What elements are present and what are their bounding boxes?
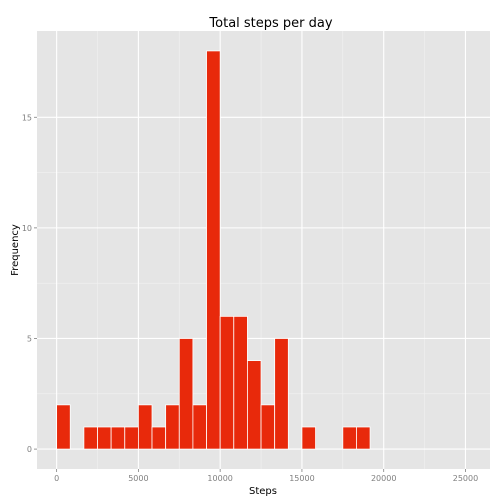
y-tick-label: 15 — [22, 113, 32, 122]
minor-gridlines — [37, 31, 490, 469]
x-tick-label: 5000 — [128, 474, 148, 483]
histogram-bar — [356, 426, 371, 450]
histogram-bar — [274, 338, 289, 450]
y-tick-label: 5 — [27, 334, 32, 343]
y-tick-label: 10 — [22, 224, 32, 233]
x-tick-label: 0 — [54, 474, 59, 483]
histogram-bar — [260, 404, 276, 450]
chart-title: Total steps per day — [208, 16, 332, 31]
y-axis-label: Frequency — [10, 224, 21, 276]
histogram-bar — [247, 360, 262, 450]
plot-panel — [37, 31, 490, 469]
histogram-bar — [110, 426, 126, 450]
histogram-bars — [56, 50, 371, 450]
x-tick-label: 15000 — [289, 474, 314, 483]
histogram-bar — [56, 404, 71, 450]
histogram-bar — [233, 315, 248, 450]
histogram-bar — [124, 426, 139, 450]
x-tick-label: 25000 — [453, 474, 478, 483]
x-axis-label: Steps — [249, 486, 277, 497]
histogram-bar — [151, 426, 167, 450]
histogram-bar — [301, 426, 316, 450]
x-tick-label: 10000 — [207, 474, 232, 483]
histogram-bar — [192, 404, 207, 450]
histogram-bar — [97, 426, 112, 450]
histogram-bar — [83, 426, 98, 450]
histogram-bar — [206, 50, 221, 450]
x-axis: 0 5000 10000 15000 20000 25000 — [54, 469, 478, 483]
histogram-bar — [137, 404, 153, 450]
y-tick-label: 0 — [27, 445, 32, 454]
histogram-bar — [219, 315, 235, 450]
histogram-bar — [165, 404, 180, 450]
y-axis: 0 5 10 15 — [22, 113, 37, 454]
histogram-bar — [342, 426, 357, 450]
x-tick-label: 20000 — [371, 474, 396, 483]
histogram-bar — [178, 338, 194, 450]
